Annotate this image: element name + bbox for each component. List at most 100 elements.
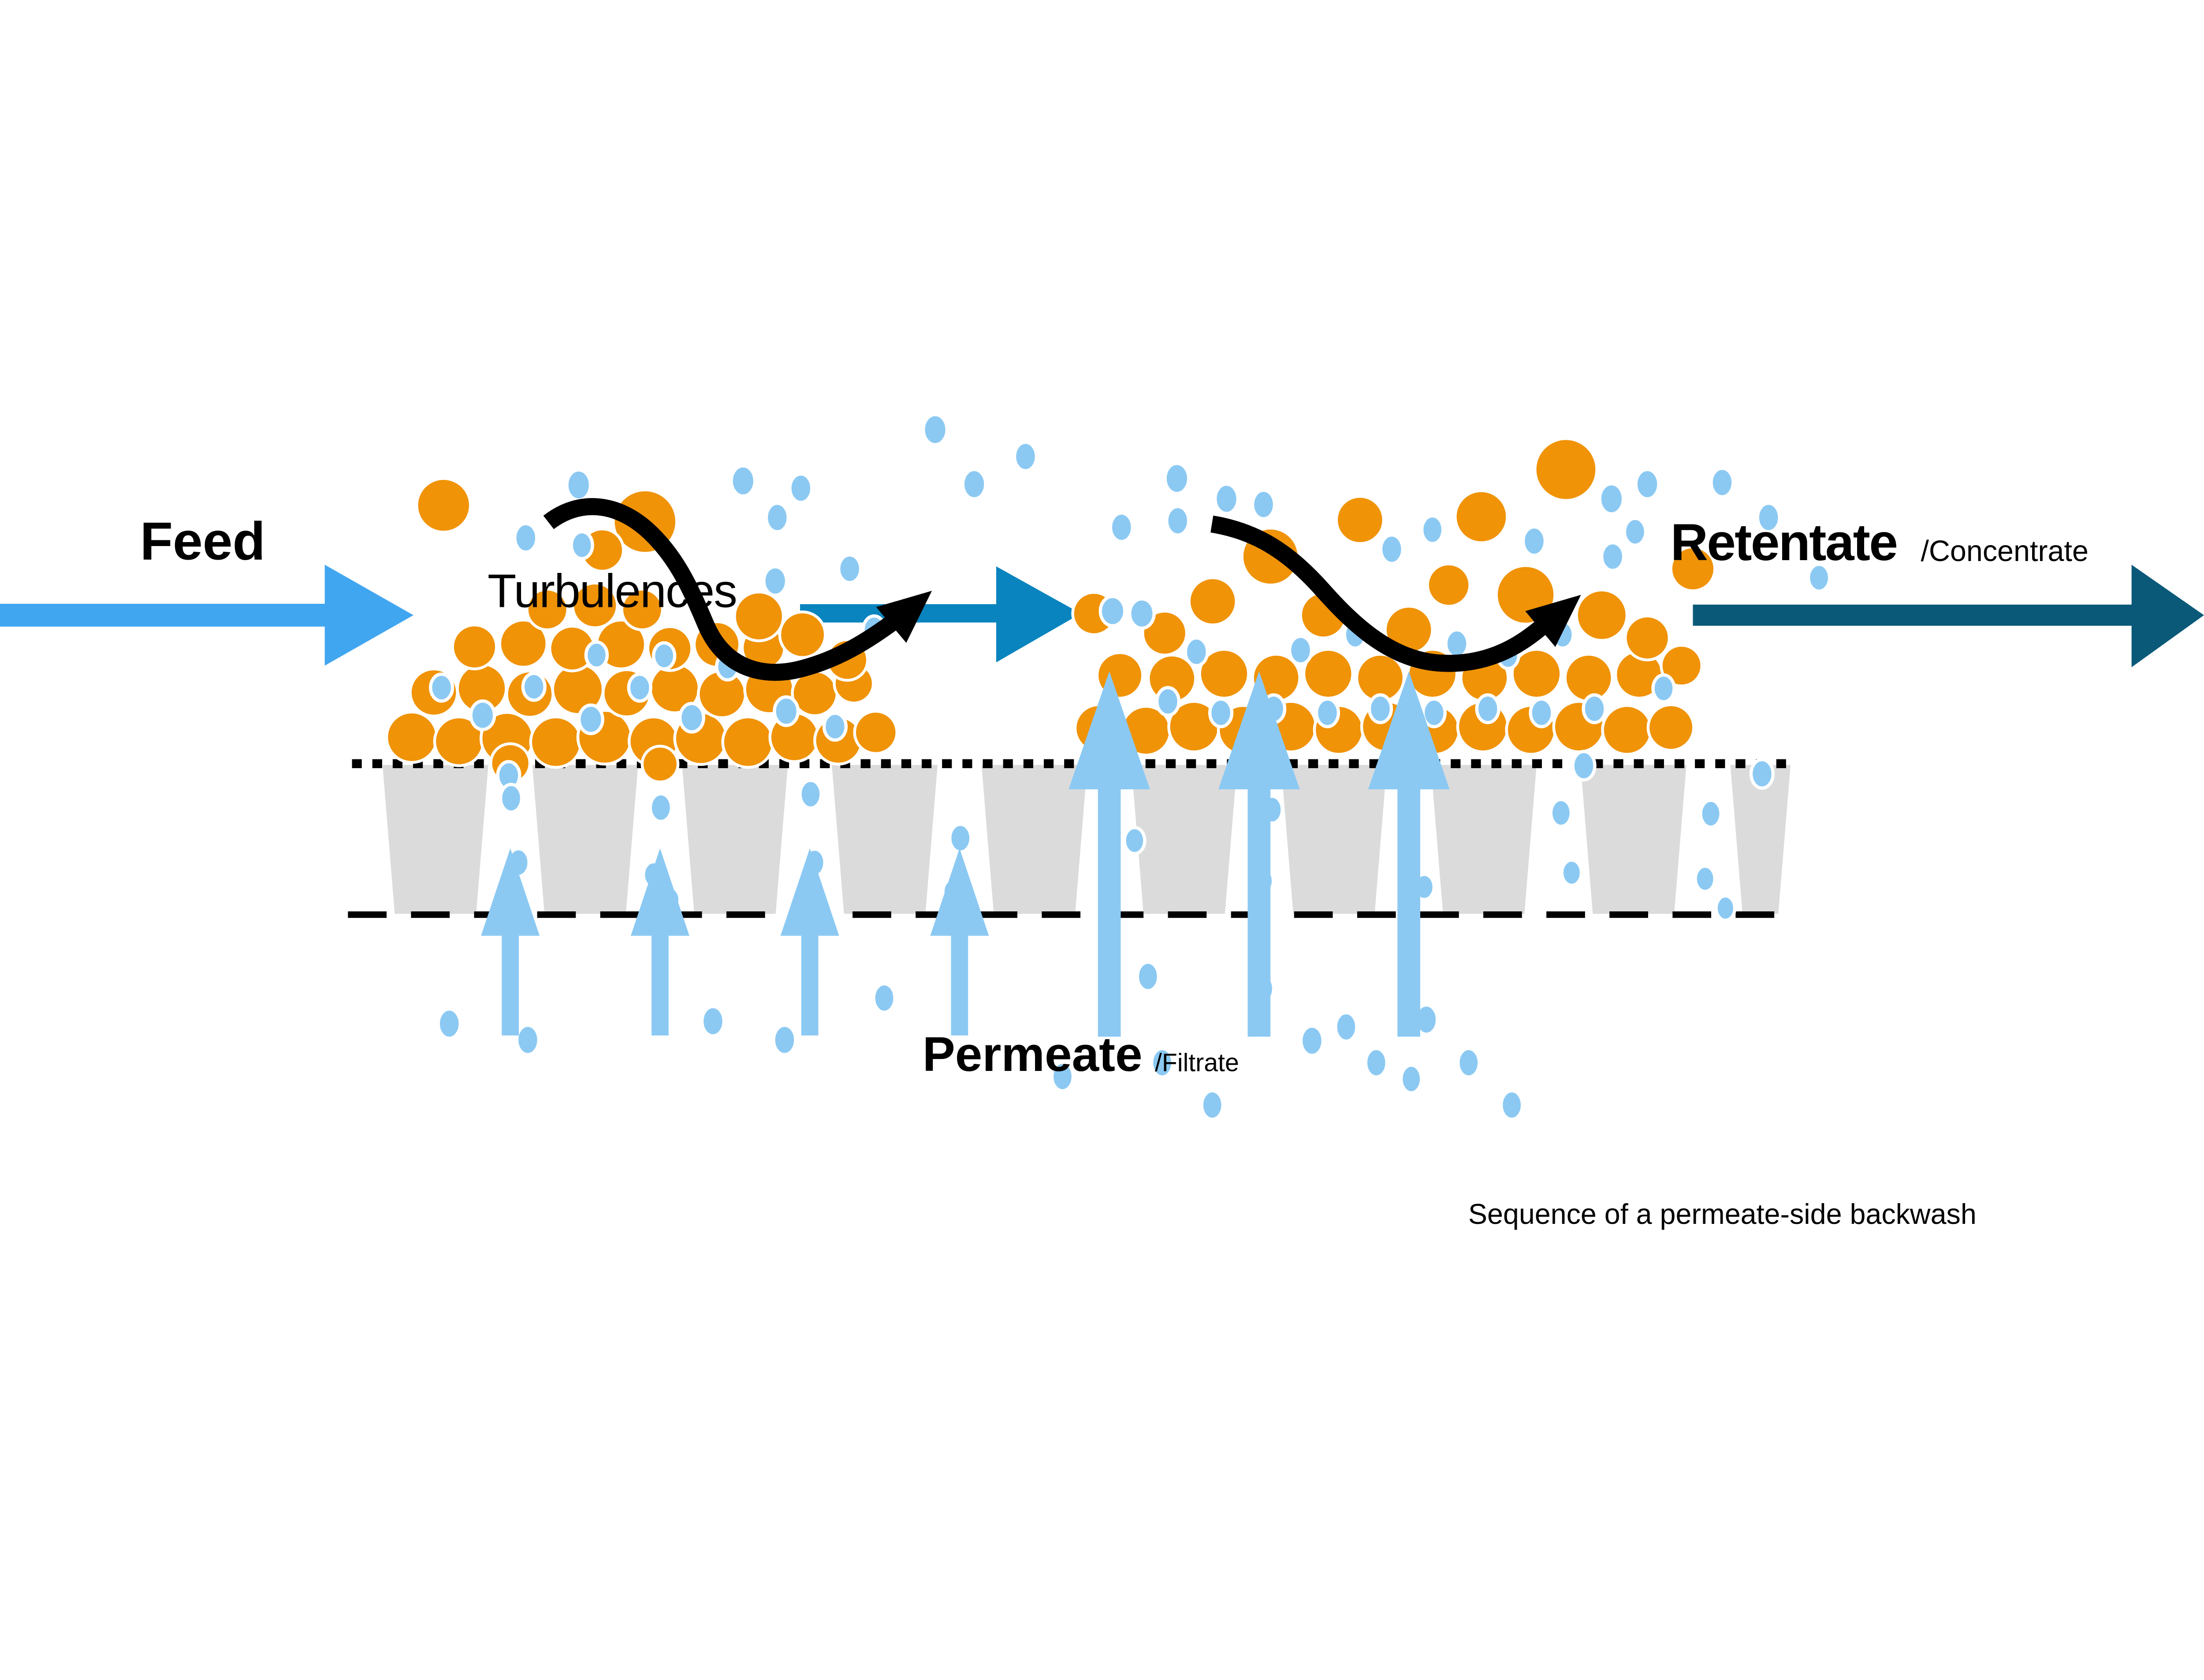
water-droplet [513, 522, 539, 554]
water-droplet [730, 464, 757, 498]
water-droplet [1749, 758, 1775, 790]
backwash-arrow [481, 848, 540, 1036]
water-droplet [764, 502, 790, 534]
water-droplet [788, 472, 814, 504]
foulant-particle [385, 710, 439, 764]
water-droplet [1582, 693, 1607, 725]
turbulences-label: Turbulences [488, 564, 737, 617]
water-droplet [1299, 1024, 1325, 1057]
water-droplet [1756, 502, 1781, 534]
water-droplet [948, 822, 973, 854]
membrane-pore-wall [981, 765, 1087, 914]
foulant-particle [498, 618, 549, 669]
foulant-particle [415, 477, 472, 534]
water-droplet [1709, 466, 1735, 498]
water-droplet [1155, 686, 1181, 717]
foulant-particle [525, 587, 570, 632]
crossflow-arrow [800, 566, 1081, 662]
turbulence-arrow-1 [543, 498, 932, 681]
water-droplet [1420, 514, 1445, 546]
foulant-particle [620, 587, 664, 632]
turbulence-arrow-2 [1210, 515, 1581, 672]
foulant-particle [1646, 703, 1695, 752]
foulant-particle [1335, 495, 1385, 545]
water-droplet [577, 703, 604, 736]
foulant-particle [1564, 653, 1614, 703]
foulant-particle [1660, 643, 1704, 688]
permeate-label: Permeate [923, 1027, 1143, 1082]
water-droplet [961, 468, 987, 501]
water-droplet [1288, 635, 1314, 666]
water-droplet [1251, 488, 1277, 520]
water-droplet [627, 673, 652, 703]
water-droplet [798, 778, 823, 810]
water-droplet [521, 672, 547, 702]
backwash-arrow [630, 848, 689, 1036]
retentate-flow-arrow [1693, 565, 2204, 668]
water-droplet [1444, 628, 1470, 659]
foulant-particle [1511, 648, 1563, 700]
foulant-particle [1575, 588, 1629, 642]
water-droplet [1314, 697, 1340, 728]
caption-text: Sequence of a permeate-side backwash [1468, 1198, 1977, 1230]
arrowhead-icon [1525, 595, 1581, 647]
water-droplet [1098, 595, 1127, 628]
foulant-particle [778, 610, 827, 659]
water-droplet [1123, 826, 1147, 855]
membrane-pore-wall [382, 765, 488, 914]
water-droplet [1806, 562, 1832, 593]
turbulence-curve-icon [1210, 515, 1549, 672]
water-droplet [1694, 864, 1717, 893]
foulant-particle [451, 623, 498, 670]
water-droplet [570, 530, 594, 561]
foulant-particle [1534, 437, 1598, 502]
water-droplet [1651, 673, 1676, 704]
foulant-particle [1454, 489, 1509, 544]
water-droplet [1499, 1089, 1524, 1121]
arrowhead-icon [876, 591, 932, 643]
water-droplet [1456, 1047, 1481, 1079]
foulant-particle [853, 710, 898, 755]
permeate-alt-label: /Filtrate [1155, 1049, 1239, 1077]
water-droplet [1399, 1063, 1423, 1095]
water-droplets-between-clusters [922, 413, 1039, 501]
water-droplet [648, 792, 673, 823]
water-droplet [1521, 525, 1547, 557]
feed-flow-arrow [0, 565, 413, 666]
water-droplet [652, 641, 677, 671]
water-droplet [1549, 798, 1573, 828]
backwash-arrows-large [1068, 671, 1450, 1037]
water-droplet [1699, 799, 1723, 829]
backwash-arrow [930, 848, 989, 1036]
water-droplet [1109, 511, 1134, 543]
water-droplet [1623, 517, 1648, 547]
backwash-arrow [780, 848, 839, 1036]
water-droplet [822, 711, 848, 742]
water-droplet [700, 1005, 726, 1038]
water-droplet [872, 982, 897, 1014]
water-droplet [1379, 533, 1404, 565]
membrane-pore-walls [382, 765, 1791, 914]
water-droplet [772, 1023, 797, 1056]
foulant-particle [1601, 704, 1653, 756]
membrane-pore-wall [682, 765, 788, 914]
retentate-label: Retentate [1671, 513, 1897, 572]
water-droplet [584, 640, 609, 670]
water-droplet [436, 1007, 462, 1040]
foulant-particle [1188, 576, 1238, 627]
feed-label: Feed [140, 511, 265, 571]
water-droplet [762, 565, 789, 597]
water-droplet [469, 699, 496, 731]
water-droplet [515, 1023, 541, 1056]
water-droplet [922, 413, 949, 446]
water-droplet [1013, 440, 1039, 472]
foulant-particle [1426, 562, 1471, 608]
water-droplet [1475, 693, 1500, 725]
water-droplet [678, 702, 705, 734]
foulant-particle [571, 581, 619, 629]
foulant-particle [529, 715, 583, 769]
water-droplet [1208, 697, 1234, 728]
membrane-pore-wall [1580, 765, 1687, 914]
foulant-particle [1669, 545, 1716, 592]
membrane-pore-wall [1131, 765, 1237, 914]
